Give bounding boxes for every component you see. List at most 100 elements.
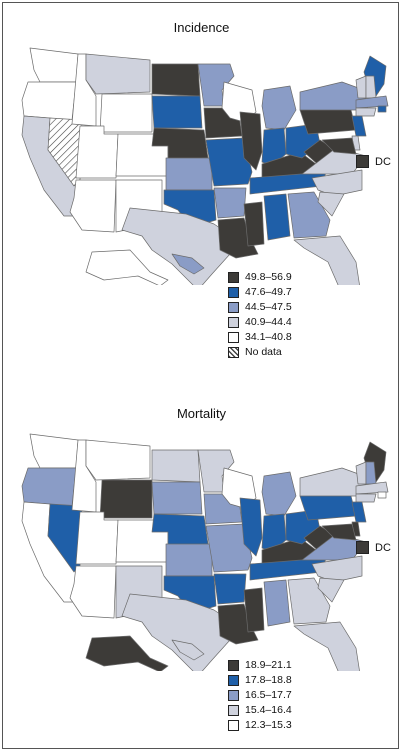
state-nj bbox=[351, 115, 367, 137]
state-ks bbox=[165, 157, 213, 191]
state-la bbox=[217, 603, 259, 645]
legend-label: 34.1–40.8 bbox=[245, 331, 292, 343]
state-nd bbox=[151, 63, 201, 97]
legend-label: 18.9–21.1 bbox=[245, 659, 292, 671]
state-ak bbox=[85, 635, 169, 671]
state-wy bbox=[99, 479, 153, 519]
incidence-dc-swatch bbox=[356, 155, 369, 168]
mortality-panel: Mortality DC 18.9–21.1 17.8–18.8 16.5–17.7… bbox=[0, 376, 403, 753]
state-or bbox=[21, 81, 77, 121]
legend-swatch bbox=[228, 704, 239, 716]
legend-label: 44.5–47.5 bbox=[245, 301, 292, 313]
state-az bbox=[69, 565, 117, 619]
state-wa bbox=[29, 47, 79, 83]
incidence-map bbox=[21, 47, 389, 285]
legend-item: 40.9–44.4 bbox=[228, 315, 292, 329]
state-mt bbox=[85, 53, 151, 95]
legend-item: 34.1–40.8 bbox=[228, 330, 292, 344]
state-la bbox=[217, 217, 259, 259]
legend-item: 12.3–15.3 bbox=[228, 718, 292, 732]
legend-item: 17.8–18.8 bbox=[228, 673, 292, 687]
state-mn bbox=[197, 63, 235, 107]
state-ms bbox=[243, 201, 265, 247]
state-ar bbox=[213, 187, 247, 219]
legend-swatch bbox=[228, 301, 239, 313]
mortality-dc-marker: DC bbox=[356, 541, 391, 554]
state-mi bbox=[261, 85, 297, 131]
state-ri bbox=[377, 491, 387, 499]
legend-swatch bbox=[228, 719, 239, 731]
incidence-dc-marker: DC bbox=[356, 155, 391, 168]
legend-swatch bbox=[228, 331, 239, 343]
state-md bbox=[321, 523, 357, 541]
legend-item: 15.4–16.4 bbox=[228, 703, 292, 717]
mortality-dc-swatch bbox=[356, 541, 369, 554]
state-mt bbox=[85, 439, 151, 481]
state-nd bbox=[151, 449, 201, 483]
state-wy bbox=[99, 93, 153, 133]
state-hi bbox=[171, 639, 205, 661]
legend-swatch bbox=[228, 659, 239, 671]
incidence-dc-label: DC bbox=[375, 155, 391, 168]
legend-label: 12.3–15.3 bbox=[245, 719, 292, 731]
state-il bbox=[239, 111, 263, 171]
state-wa bbox=[29, 433, 79, 469]
state-ms bbox=[243, 587, 265, 633]
state-sc bbox=[317, 577, 345, 603]
state-il bbox=[239, 497, 263, 557]
figure-frame bbox=[2, 2, 399, 749]
legend-item: No data bbox=[228, 345, 292, 359]
legend-label: 47.6–49.7 bbox=[245, 286, 292, 298]
state-ma bbox=[355, 95, 389, 109]
state-al bbox=[263, 579, 291, 627]
legend-swatch bbox=[228, 286, 239, 298]
legend-item: 47.6–49.7 bbox=[228, 285, 292, 299]
mortality-title: Mortality bbox=[176, 406, 227, 421]
legend-label: 40.9–44.4 bbox=[245, 316, 292, 328]
legend-item: 49.8–56.9 bbox=[228, 270, 292, 284]
state-nj bbox=[351, 501, 367, 523]
state-ut bbox=[75, 125, 119, 179]
state-nh bbox=[365, 461, 377, 485]
state-nc bbox=[311, 169, 363, 197]
state-or bbox=[21, 467, 77, 507]
state-sd bbox=[151, 95, 203, 129]
state-az bbox=[69, 179, 117, 233]
legend-item: 16.5–17.7 bbox=[228, 688, 292, 702]
mortality-legend: 18.9–21.1 17.8–18.8 16.5–17.7 15.4–16.4 12.3… bbox=[228, 658, 292, 733]
legend-swatch bbox=[228, 346, 239, 358]
legend-swatch bbox=[228, 689, 239, 701]
incidence-title: Incidence bbox=[173, 20, 230, 35]
legend-swatch bbox=[228, 271, 239, 283]
legend-label: 17.8–18.8 bbox=[245, 674, 292, 686]
state-ri bbox=[377, 105, 387, 113]
incidence-legend: 49.8–56.9 47.6–49.7 44.5–47.5 40.9–44.4 34.1… bbox=[228, 270, 292, 360]
mortality-map bbox=[21, 433, 389, 671]
state-nc bbox=[311, 555, 363, 583]
state-md bbox=[321, 137, 357, 155]
state-vt bbox=[355, 75, 367, 99]
legend-label: 49.8–56.9 bbox=[245, 271, 292, 283]
legend-item: 44.5–47.5 bbox=[228, 300, 292, 314]
state-al bbox=[263, 193, 291, 241]
state-tx bbox=[121, 593, 231, 671]
legend-label: No data bbox=[245, 346, 282, 358]
legend-label: 16.5–17.7 bbox=[245, 689, 292, 701]
state-vt bbox=[355, 461, 367, 485]
state-mn bbox=[197, 449, 235, 493]
state-ak bbox=[85, 249, 169, 285]
state-ar bbox=[213, 573, 247, 605]
legend-label: 15.4–16.4 bbox=[245, 704, 292, 716]
state-ma bbox=[355, 481, 389, 495]
legend-item: 18.9–21.1 bbox=[228, 658, 292, 672]
state-nh bbox=[365, 75, 377, 99]
state-mi bbox=[261, 471, 297, 517]
state-ct bbox=[355, 493, 377, 503]
state-sd bbox=[151, 481, 203, 515]
incidence-panel: Incidence DC 49.8–56.9 47.6–49.7 44.5–47.5… bbox=[0, 0, 403, 376]
legend-swatch bbox=[228, 316, 239, 328]
state-hi bbox=[171, 253, 205, 275]
legend-swatch bbox=[228, 674, 239, 686]
state-ks bbox=[165, 543, 213, 577]
state-ct bbox=[355, 107, 377, 117]
